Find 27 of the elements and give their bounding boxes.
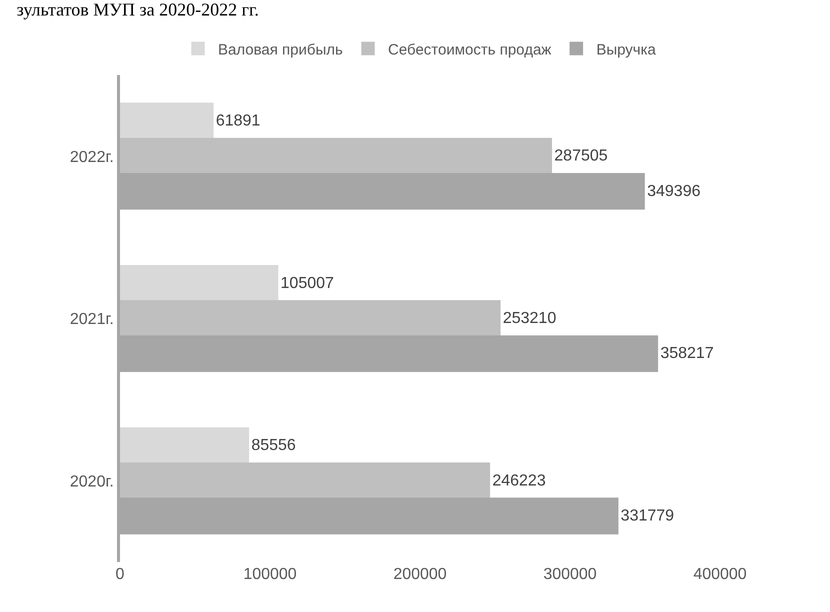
data-label: 358217 bbox=[660, 345, 714, 362]
data-label: 61891 bbox=[216, 112, 260, 130]
y-tick-label: 2021г. bbox=[70, 311, 114, 328]
data-label: 85556 bbox=[251, 437, 296, 454]
legend-label: Валовая прибыль bbox=[218, 41, 344, 58]
bar bbox=[120, 300, 501, 337]
bar bbox=[120, 264, 278, 302]
data-label: 349396 bbox=[647, 182, 701, 200]
data-label: 246223 bbox=[492, 472, 546, 490]
data-label: 287505 bbox=[554, 148, 608, 165]
y-tick-label: 2020г. bbox=[70, 473, 114, 490]
data-label: 253210 bbox=[502, 310, 556, 327]
bar bbox=[120, 462, 490, 500]
data-label: 331779 bbox=[620, 508, 674, 525]
legend-label: Выручка bbox=[596, 41, 656, 58]
bar bbox=[120, 138, 552, 174]
x-tick-label: 400000 bbox=[693, 566, 747, 583]
y-tick-label: 2022г. bbox=[70, 148, 114, 166]
legend-label: Себестоимость продаж bbox=[388, 41, 552, 58]
x-tick-label: 200000 bbox=[393, 566, 447, 583]
x-tick-label: 0 bbox=[116, 566, 125, 583]
x-tick-label: 100000 bbox=[243, 566, 297, 583]
chart-title: зультатов МУП за 2020-2022 гг. bbox=[16, 0, 259, 20]
data-label: 105007 bbox=[280, 274, 334, 292]
x-tick-label: 300000 bbox=[543, 566, 597, 583]
bar bbox=[120, 102, 214, 140]
bar bbox=[120, 427, 250, 464]
